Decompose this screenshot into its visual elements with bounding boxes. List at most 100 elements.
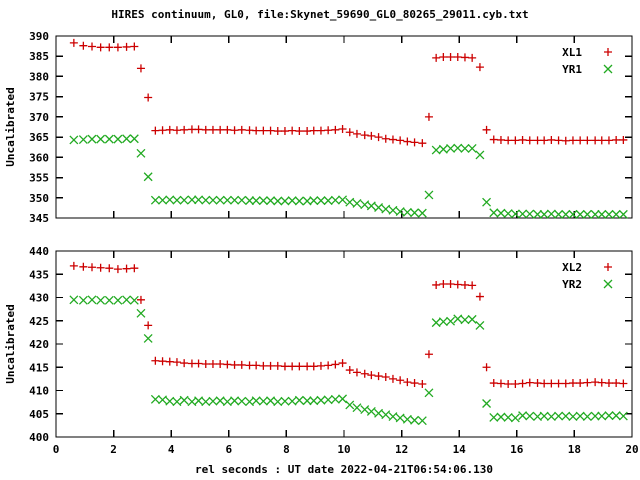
data-point: [338, 394, 348, 404]
data-point: [418, 139, 427, 148]
data-point: [105, 264, 114, 273]
data-point: [510, 413, 520, 423]
data-point: [619, 135, 628, 144]
data-point: [403, 137, 412, 146]
data-point: [374, 372, 383, 381]
data-point: [104, 134, 114, 144]
data-point: [546, 209, 556, 219]
data-point: [144, 321, 153, 330]
data-point: [604, 379, 613, 388]
data-point: [158, 357, 167, 366]
data-point: [165, 195, 175, 205]
data-point: [366, 201, 376, 211]
data-point: [496, 412, 506, 422]
data-point: [554, 209, 564, 219]
legend-marker-XL2: [604, 263, 612, 271]
data-point: [482, 399, 492, 408]
data-point: [129, 134, 139, 144]
y-tick-label: 365: [29, 131, 49, 144]
data-point: [294, 196, 304, 206]
data-point: [432, 280, 441, 289]
data-point: [489, 379, 498, 388]
y-tick-label: 415: [29, 361, 49, 374]
data-point: [360, 131, 369, 140]
data-point: [511, 136, 520, 145]
data-point: [453, 314, 463, 324]
data-point: [554, 411, 564, 421]
data-point: [489, 413, 499, 422]
data-point: [518, 411, 528, 421]
x-tick-label: 2: [110, 443, 117, 456]
data-point: [330, 195, 340, 205]
data-point: [324, 126, 333, 135]
data-point: [352, 403, 362, 413]
data-point: [288, 362, 297, 371]
data-point: [604, 136, 613, 145]
data-point: [582, 412, 592, 421]
y-tick-label: 390: [29, 30, 49, 43]
data-point: [113, 265, 122, 274]
data-point: [179, 395, 189, 405]
data-point: [453, 53, 462, 62]
data-point: [467, 314, 477, 324]
data-point: [547, 379, 556, 388]
data-point: [122, 295, 132, 305]
y-tick-label: 345: [29, 212, 49, 225]
data-point: [431, 145, 441, 155]
legend-marker-YR1: [603, 64, 613, 74]
data-point: [172, 397, 182, 407]
data-point: [489, 135, 498, 144]
data-point: [424, 388, 434, 398]
data-point: [590, 411, 600, 421]
legend-label-XL1: XL1: [562, 46, 582, 59]
data-point: [194, 396, 204, 406]
data-point: [194, 359, 203, 368]
data-point: [374, 408, 384, 418]
data-point: [105, 43, 114, 52]
data-point: [395, 207, 405, 216]
data-point: [78, 295, 88, 305]
data-point: [201, 397, 211, 407]
data-point: [309, 362, 318, 371]
data-point: [381, 373, 390, 382]
data-point: [525, 209, 535, 219]
data-point: [237, 125, 246, 134]
data-point: [396, 136, 405, 145]
series-XL1: [69, 38, 628, 148]
x-tick-label: 0: [53, 443, 60, 456]
data-point: [113, 295, 123, 305]
data-point: [367, 131, 376, 140]
data-point: [345, 197, 355, 207]
series-YR1: [69, 134, 628, 219]
y-tick-label: 430: [29, 292, 49, 305]
data-point: [237, 360, 246, 369]
data-point: [302, 396, 312, 406]
x-tick-label: 8: [283, 443, 290, 456]
data-point: [180, 125, 189, 134]
data-point: [295, 362, 304, 371]
data-point: [113, 134, 123, 144]
data-point: [96, 295, 106, 305]
y-tick-label: 425: [29, 315, 49, 328]
data-point: [316, 395, 326, 405]
data-point: [88, 42, 96, 51]
data-point: [510, 209, 520, 219]
data-point: [619, 379, 628, 388]
data-point: [309, 126, 318, 135]
data-point: [439, 53, 448, 62]
data-point: [453, 143, 463, 153]
data-point: [568, 209, 578, 219]
data-point: [165, 357, 174, 366]
data-point: [215, 195, 225, 205]
x-axis-label: rel seconds : UT date 2022-04-21T06:54:0…: [195, 463, 493, 476]
data-point: [309, 196, 319, 206]
data-point: [388, 135, 397, 144]
data-point: [352, 198, 362, 208]
data-point: [431, 318, 441, 328]
data-point: [402, 414, 412, 424]
data-point: [468, 53, 477, 62]
data-point: [259, 126, 268, 135]
data-point: [345, 366, 354, 375]
data-point: [237, 396, 247, 406]
data-point: [104, 295, 114, 305]
